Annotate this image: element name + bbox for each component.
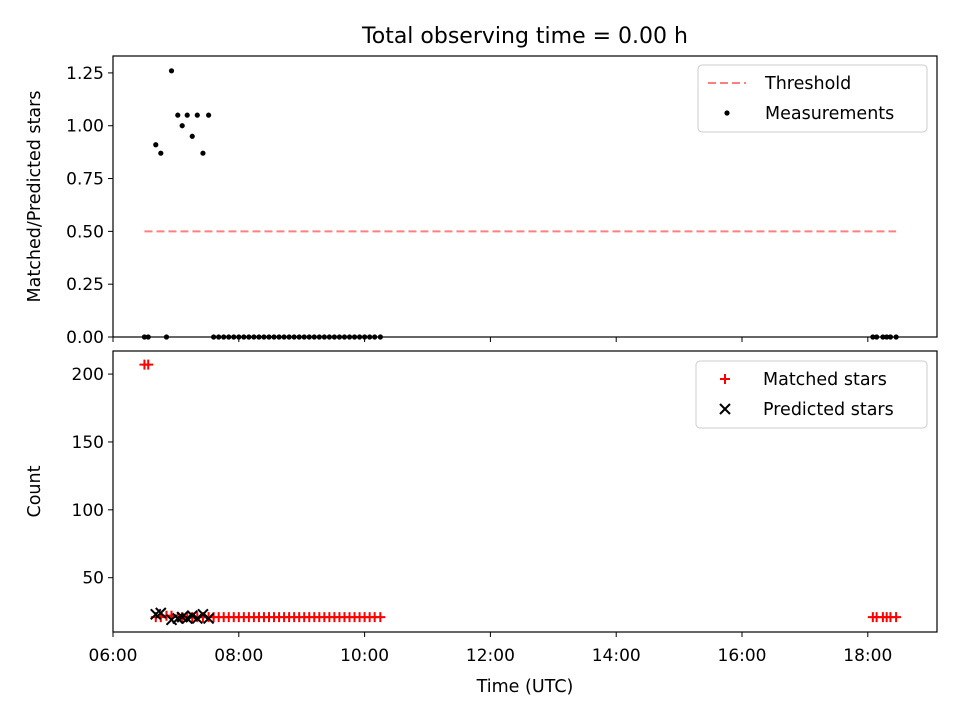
measurement-point (189, 133, 195, 139)
matched-star-point (375, 612, 386, 623)
x-tick-label: 08:00 (214, 646, 263, 666)
measurement-point (158, 150, 164, 156)
top-panel: 0.00 0.25 0.50 0.75 1.00 1.25 Matched/Predicte… (25, 55, 938, 348)
legend-label: Matched stars (763, 370, 887, 390)
predicted-star-point (155, 607, 167, 619)
predicted-star-point (191, 612, 203, 625)
x-tick-label: 14:00 (592, 646, 641, 666)
y-tick-label: 100 (72, 501, 104, 521)
measurement-point (184, 112, 190, 118)
measurement-point (206, 112, 212, 118)
y-tick-label: 0.00 (66, 328, 104, 348)
y-tick-label: 200 (72, 365, 104, 385)
y-axis-label: Matched/Predicted stars (25, 91, 45, 303)
measurement-point (175, 112, 181, 118)
measurement-point (153, 142, 159, 148)
y-tick-label: 150 (72, 433, 104, 453)
x-tick-label: 16:00 (718, 646, 767, 666)
x-tick-label: 18:00 (843, 646, 892, 666)
y-tick-label: 0.25 (66, 275, 104, 295)
legend-matched-swatch (720, 374, 730, 384)
legend-label: Threshold (764, 74, 851, 94)
chart-title: Total observing time = 0.00 h (361, 24, 688, 49)
y-tick-label: 1.00 (66, 117, 104, 137)
matched-star-point (891, 612, 902, 623)
axes-frame (112, 55, 938, 338)
axes-frame (112, 350, 938, 633)
legend-measurement-swatch (724, 110, 730, 116)
x-tick-label: 10:00 (340, 646, 389, 666)
measurement-point (179, 123, 185, 129)
y-tick-label: 0.75 (66, 170, 104, 190)
matched-star-point (143, 359, 154, 370)
y-tick-label: 0.50 (66, 222, 104, 242)
y-tick-label: 50 (82, 569, 104, 589)
x-axis-label: Time (UTC) (476, 677, 574, 697)
legend-label: Measurements (765, 104, 894, 124)
predicted-star-point (202, 612, 215, 625)
y-axis-label: Count (25, 465, 45, 517)
x-tick-label: 12:00 (466, 646, 515, 666)
legend-predicted-swatch (719, 403, 731, 415)
bottom-panel: 50 100 150 200 06:00 08:00 10:00 12:00 14:00 16:0… (25, 350, 938, 666)
x-tick-label: 06:00 (89, 646, 138, 666)
measurement-point (200, 150, 206, 156)
legend-label: Predicted stars (763, 400, 894, 420)
legend-box (697, 64, 928, 133)
y-tick-label: 1.25 (66, 64, 104, 84)
measurement-point (168, 68, 175, 74)
legend-box (695, 360, 928, 429)
measurement-point (194, 112, 200, 118)
predicted-star-point (197, 608, 209, 621)
